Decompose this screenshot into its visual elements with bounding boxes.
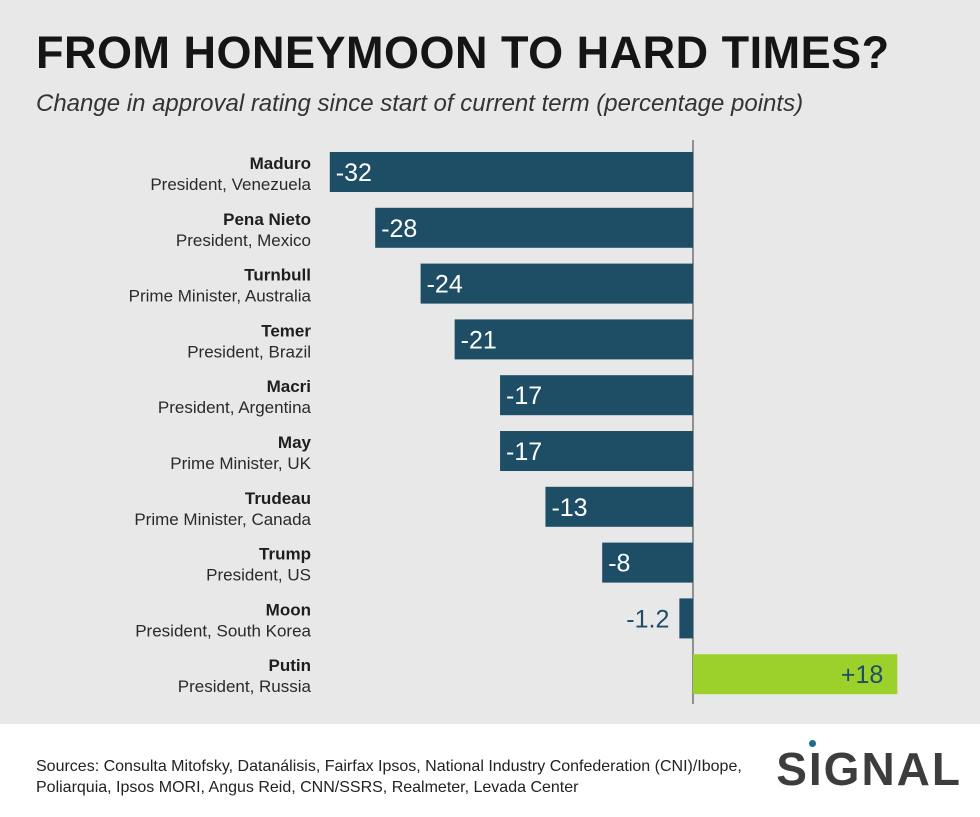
value-label: -13	[551, 494, 587, 522]
value-label: -21	[461, 326, 497, 354]
category-subtitle: President, US	[206, 566, 311, 585]
category-label: Pena Nieto	[223, 210, 311, 229]
sources-note: Sources: Consulta Mitofsky, Datanálisis,…	[36, 758, 742, 796]
category-subtitle: Prime Minister, UK	[170, 454, 311, 473]
category-label: Turnbull	[244, 266, 311, 285]
footer: Sources: Consulta Mitofsky, Datanálisis,…	[0, 724, 980, 817]
category-label: Putin	[269, 656, 312, 675]
category-subtitle: President, Mexico	[176, 231, 311, 250]
bar-putin	[693, 654, 898, 695]
value-label: -32	[336, 159, 372, 187]
category-subtitle: President, Venezuela	[150, 175, 311, 194]
category-subtitle: President, Russia	[178, 677, 312, 696]
value-label: -24	[427, 271, 463, 299]
bar-macri	[500, 375, 693, 416]
bar-chart: Maduro President, Venezuela -32 Pena Nieto P…	[129, 140, 898, 704]
category-subtitle: President, South Korea	[135, 621, 311, 640]
category-label: Temer	[261, 321, 311, 340]
category-label: Trudeau	[245, 489, 311, 508]
value-label: -1.2	[626, 605, 669, 633]
category-label: May	[278, 433, 312, 452]
category-subtitle: President, Argentina	[158, 398, 312, 417]
logo-dot-icon	[809, 740, 817, 747]
category-label: Maduro	[250, 154, 311, 173]
category-label: Macri	[267, 377, 311, 396]
bar-trump	[602, 542, 693, 583]
value-label: -17	[506, 382, 542, 410]
value-label: -17	[506, 438, 542, 466]
chart-subtitle: Change in approval rating since start of…	[36, 90, 804, 117]
bar-may	[500, 431, 693, 471]
category-subtitle: Prime Minister, Canada	[134, 510, 311, 529]
category-label: Trump	[259, 545, 311, 564]
value-label: -8	[608, 550, 630, 578]
bar-moon	[679, 598, 693, 639]
bar-maduro	[329, 152, 693, 192]
bar-trudeau	[545, 486, 693, 527]
bar-pena-nieto	[375, 207, 693, 248]
value-label: -28	[381, 215, 417, 243]
category-label: Moon	[266, 600, 311, 619]
category-subtitle: President, Brazil	[187, 342, 311, 361]
category-subtitle: Prime Minister, Australia	[129, 287, 312, 306]
bar-turnbull	[420, 263, 693, 304]
signal-logo: SIGNAL	[776, 740, 962, 795]
chart-title: FROM HONEYMOON TO HARD TIMES?	[36, 27, 890, 78]
bar-temer	[454, 319, 693, 360]
value-label: +18	[841, 661, 883, 689]
logo-text: SIGNAL	[776, 743, 962, 795]
